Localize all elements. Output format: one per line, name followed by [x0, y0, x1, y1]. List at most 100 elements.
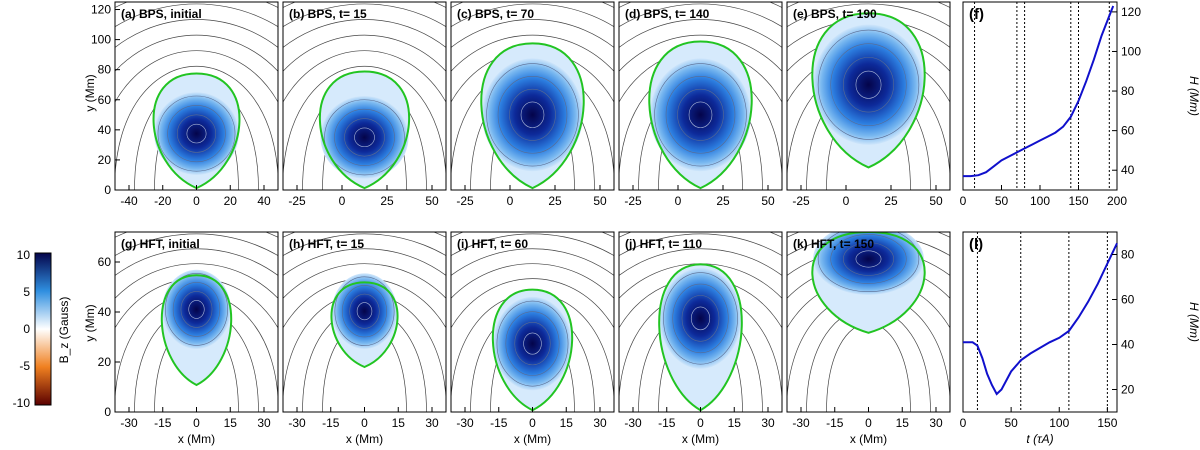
bps-panel-4: (d) BPS, t= 140 -25 0 25 50 — [618, 1, 783, 208]
hft-panel-4: (j) HFT, t= 110 -30 -15 0 15 30 x (Mm) — [618, 231, 783, 446]
x-tick-label: 50 — [929, 194, 943, 208]
colorbar-tick-0: 0 — [23, 322, 30, 336]
x-tick-label: 25 — [548, 194, 562, 208]
chart-title: (l) — [969, 236, 983, 253]
separatrix — [648, 40, 753, 190]
x-tick-label: 0 — [507, 194, 514, 208]
field-line — [451, 34, 614, 73]
y-tick-label: 80 — [98, 63, 112, 77]
x-tick-label: 15 — [224, 416, 238, 430]
x-tick-label: 0 — [361, 416, 368, 430]
x-tick-label: 30 — [425, 416, 439, 430]
field-line-layer — [283, 2, 446, 190]
flux-contour — [497, 76, 568, 154]
flux-contour — [324, 99, 405, 176]
x-tick-label: 150 — [1097, 416, 1117, 430]
x-tick-label: 100 — [1030, 194, 1050, 208]
series-line-bps — [963, 5, 1115, 178]
flux-contour — [505, 311, 560, 376]
x-tick-label: 50 — [761, 194, 775, 208]
x-tick-label: -30 — [456, 416, 474, 430]
panel-label: (a) BPS, initial — [121, 7, 202, 21]
x-tick-label: 50 — [425, 194, 439, 208]
y-tick-label: 100 — [1121, 44, 1141, 58]
x-tick-label: -30 — [288, 416, 306, 430]
x-tick-label: 15 — [896, 416, 910, 430]
flux-rope-core — [154, 92, 239, 175]
x-tick-label: -15 — [322, 416, 340, 430]
y-tick-label: 60 — [98, 255, 112, 269]
flux-contour — [817, 29, 920, 140]
field-line — [619, 233, 782, 257]
panel-label: (g) HFT, initial — [121, 237, 200, 251]
field-line — [115, 19, 278, 49]
colorbar-gradient — [34, 252, 52, 406]
panel-label: (j) HFT, t= 110 — [625, 237, 702, 251]
chart-frame — [962, 231, 1118, 413]
y-tick-label: 20 — [98, 153, 112, 167]
flux-contour — [180, 291, 213, 328]
field-line — [619, 19, 782, 49]
flux-contour — [188, 300, 205, 319]
field-line — [115, 50, 278, 104]
field-line — [115, 3, 278, 28]
y-tick-label: 40 — [1121, 338, 1135, 352]
x-tick-label: -25 — [624, 194, 642, 208]
bps-panel-3: (c) BPS, t= 70 -25 0 25 50 — [450, 1, 615, 208]
field-line — [115, 233, 278, 257]
field-line-layer — [787, 232, 950, 412]
chart-title: (f) — [969, 6, 984, 23]
flux-rope-core — [649, 58, 752, 172]
panel-frame — [282, 1, 447, 191]
bps-panel-5: (e) BPS, t= 190 -25 0 25 50 — [786, 1, 951, 208]
field-line — [283, 263, 446, 300]
flux-contour — [654, 63, 747, 167]
flux-contour — [167, 105, 226, 163]
panel-frame — [618, 1, 783, 191]
y-tick-label: 40 — [1121, 163, 1135, 177]
chart-frame — [962, 1, 1118, 191]
x-tick-label: 30 — [593, 416, 607, 430]
colorbar-tick-10: 10 — [17, 248, 31, 262]
x-tick-label: 0 — [339, 194, 346, 208]
flux-contour — [354, 127, 375, 148]
field-line — [283, 66, 446, 187]
panel-label: (h) HFT, t= 15 — [289, 237, 364, 251]
field-line — [451, 19, 614, 49]
panel-label: (i) HFT, t= 60 — [457, 237, 528, 251]
x-tick-label: 50 — [995, 194, 1009, 208]
x-tick-label: 0 — [865, 416, 872, 430]
flux-contour — [672, 283, 729, 354]
y-tick-label: 20 — [98, 355, 112, 369]
y-tick-label: 0 — [104, 183, 111, 197]
flux-rope-core — [162, 269, 231, 349]
flux-rope-core — [493, 296, 572, 391]
x-tick-label: -25 — [456, 194, 474, 208]
x-tick-label: 15 — [560, 416, 574, 430]
x-axis-label: x (Mm) — [178, 432, 215, 446]
x-tick-label: 0 — [697, 416, 704, 430]
field-panels: (a) BPS, initial 0 20 40 60 80 100 120 -40 -20 0 20… — [91, 1, 951, 446]
flux-contour — [688, 101, 713, 128]
colorbar-tick-neg10: -10 — [13, 396, 31, 410]
series-line-hft — [963, 242, 1118, 396]
flux-rope-core — [813, 24, 924, 145]
field-line — [115, 248, 278, 276]
colorbar-label: B_z (Gauss) — [57, 297, 71, 364]
flux-contour — [486, 63, 579, 167]
y-tick-label: 40 — [98, 123, 112, 137]
y-tick-label: 20 — [1121, 383, 1135, 397]
x-tick-label: 0 — [960, 416, 967, 430]
x-tick-label: 0 — [675, 194, 682, 208]
flux-contour — [520, 101, 545, 128]
flux-contour — [830, 43, 907, 127]
panel-label: (k) HFT, t= 150 — [793, 237, 874, 251]
y-tick-label: 120 — [1121, 5, 1141, 19]
x-axis-label: x (Mm) — [346, 432, 383, 446]
flux-contour — [165, 273, 228, 346]
flux-contour — [509, 88, 556, 141]
field-line — [451, 3, 614, 28]
field-line-layer — [619, 2, 782, 190]
field-line — [619, 34, 782, 73]
